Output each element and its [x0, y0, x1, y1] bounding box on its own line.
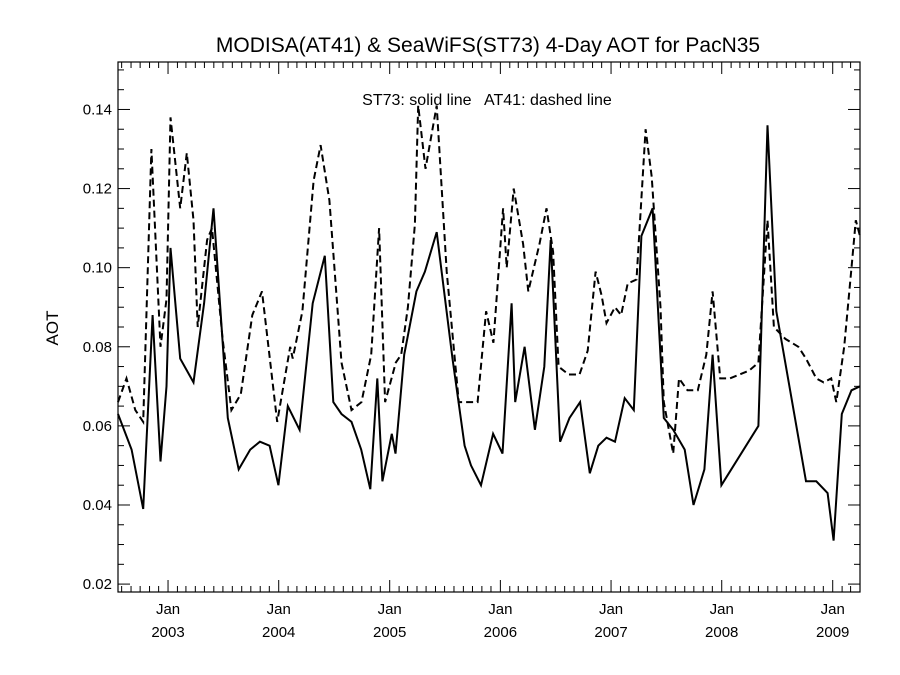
x-tick-month-label: Jan: [599, 601, 623, 618]
x-tick-month-label: Jan: [378, 601, 402, 618]
axis-ticks: 0.02 0.04 0.06 0.08 0.10 0.12 0.14 Jan 2003 Jan 20…: [83, 62, 861, 641]
x-tick-month-label: Jan: [710, 601, 734, 618]
series-line-st73: [117, 125, 861, 541]
series-annotation: ST73: solid line AT41: dashed line: [362, 92, 612, 109]
x-tick-year-label: 2007: [594, 624, 627, 641]
y-axis-label: AOT: [43, 311, 62, 346]
x-tick-month-label: Jan: [267, 601, 291, 618]
x-tick-year-label: 2003: [151, 624, 184, 641]
chart-title: MODISA(AT41) & SeaWiFS(ST73) 4-Day AOT f…: [216, 34, 760, 57]
series-line-at41: [117, 105, 861, 454]
x-tick-month-label: Jan: [488, 601, 512, 618]
x-tick-year-label: 2005: [373, 624, 406, 641]
x-tick-year-label: 2009: [816, 624, 849, 641]
y-tick-label: 0.04: [83, 497, 112, 514]
x-tick-month-label: Jan: [156, 601, 180, 618]
y-tick-label: 0.10: [83, 260, 112, 277]
y-tick-label: 0.14: [83, 101, 112, 118]
y-tick-label: 0.02: [83, 576, 112, 593]
y-tick-label: 0.12: [83, 181, 112, 198]
x-tick-year-label: 2008: [705, 624, 738, 641]
series-lines: [117, 105, 861, 541]
y-tick-label: 0.08: [83, 339, 112, 356]
x-tick-year-label: 2006: [484, 624, 517, 641]
y-tick-label: 0.06: [83, 418, 112, 435]
x-tick-month-label: Jan: [821, 601, 845, 618]
x-tick-year-label: 2004: [262, 624, 295, 641]
